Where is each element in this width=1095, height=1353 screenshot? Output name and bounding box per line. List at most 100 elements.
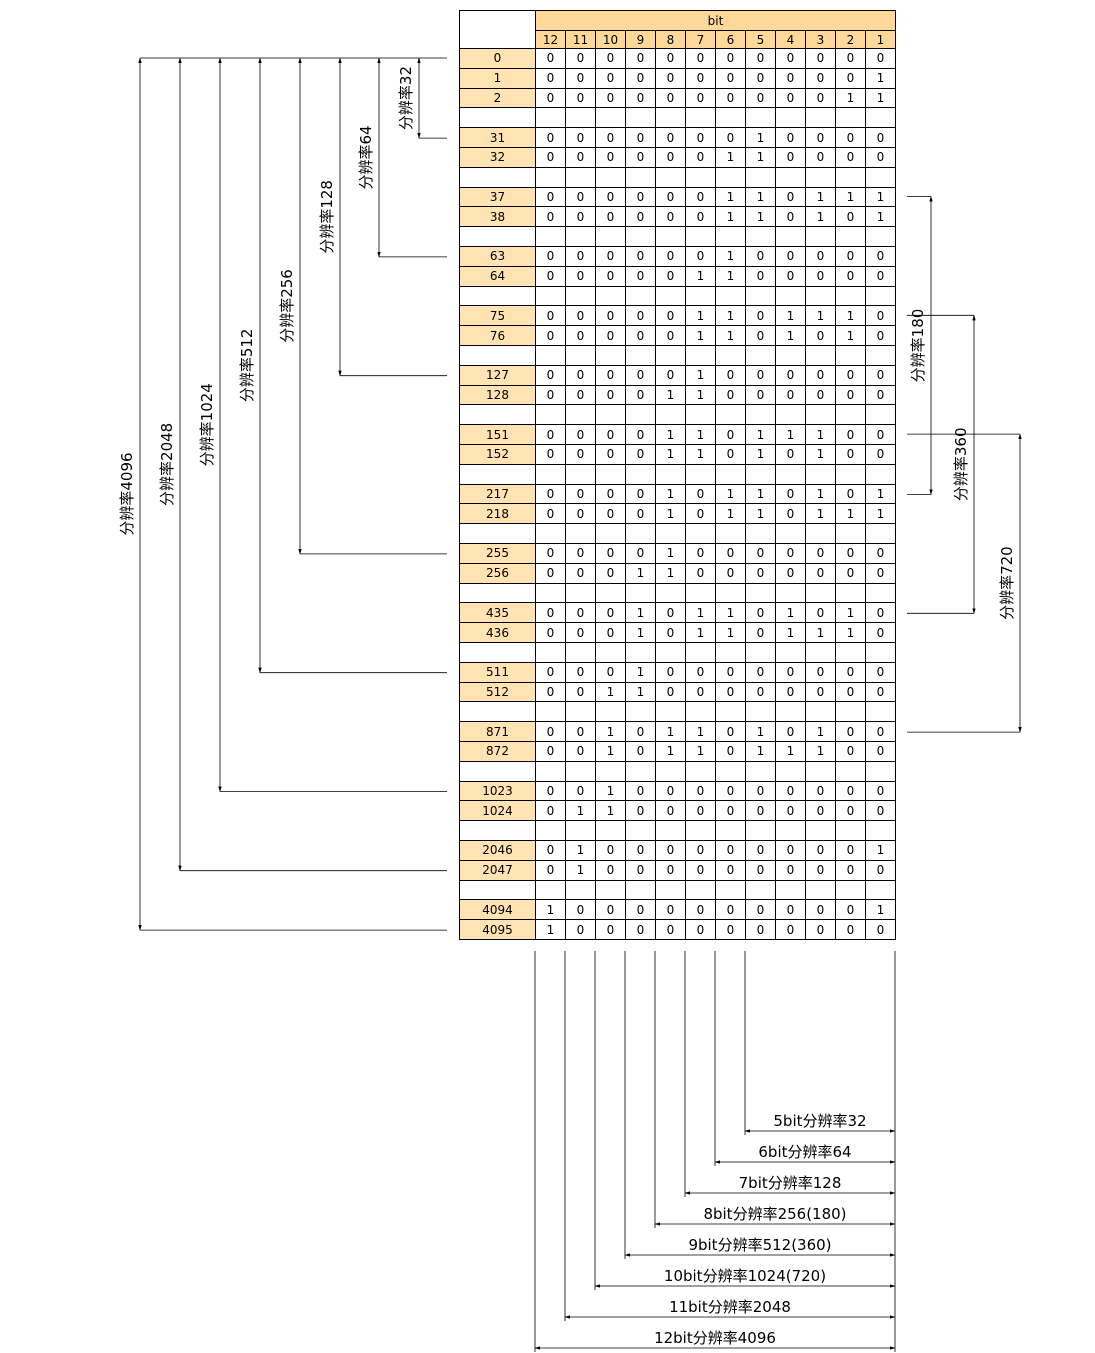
row-value: 37 — [460, 187, 536, 208]
bit-cell: 1 — [656, 504, 686, 525]
bit-cell: 1 — [536, 920, 566, 940]
bit-cell — [836, 405, 866, 426]
bit-cell: 0 — [776, 128, 806, 148]
bit-column-header: 8 — [656, 31, 686, 49]
bit-cell: 0 — [806, 326, 836, 346]
bit-cell — [836, 108, 866, 129]
bit-cell: 0 — [596, 445, 626, 465]
bit-cell: 0 — [656, 128, 686, 148]
bit-cell: 0 — [716, 49, 746, 69]
bit-cell — [776, 702, 806, 723]
bit-cell: 1 — [626, 623, 656, 643]
bit-cell: 1 — [716, 148, 746, 168]
bit-cell: 0 — [596, 920, 626, 940]
bit-cell: 0 — [536, 247, 566, 267]
bit-cell — [566, 702, 596, 723]
row-value: 4094 — [460, 900, 536, 921]
bit-cell: 1 — [716, 484, 746, 505]
bit-cell: 0 — [626, 385, 656, 406]
bit-cell: 0 — [626, 781, 656, 802]
bit-cell: 0 — [776, 841, 806, 861]
bit-header: bit — [536, 11, 896, 31]
bit-cell: 0 — [836, 682, 866, 703]
bit-cell — [626, 880, 656, 901]
left-bracket-label: 分辨率256 — [278, 269, 296, 343]
bit-cell: 0 — [626, 722, 656, 742]
bit-cell: 1 — [746, 207, 776, 228]
bit-cell: 1 — [716, 247, 746, 267]
bit-cell — [596, 643, 626, 663]
row-value: 128 — [460, 385, 536, 406]
bit-cell — [836, 167, 866, 188]
bit-cell: 1 — [716, 266, 746, 287]
bit-cell — [686, 524, 716, 544]
bit-cell: 0 — [656, 365, 686, 386]
bit-cell: 0 — [686, 920, 716, 940]
bit-cell: 0 — [626, 920, 656, 940]
bit-cell: 0 — [626, 247, 656, 267]
right-bracket-label: 分辨率360 — [952, 427, 970, 501]
bit-cell — [536, 108, 566, 129]
bit-cell: 1 — [806, 722, 836, 742]
bit-cell: 0 — [566, 148, 596, 168]
bit-cell — [866, 227, 896, 247]
bit-cell: 1 — [656, 484, 686, 505]
bit-cell — [566, 167, 596, 188]
bit-cell — [866, 761, 896, 782]
bit-cell: 0 — [536, 742, 566, 762]
bit-cell: 0 — [626, 425, 656, 445]
bit-cell: 1 — [596, 801, 626, 822]
bit-cell — [686, 405, 716, 426]
bit-cell: 0 — [836, 860, 866, 881]
bit-cell: 1 — [806, 425, 836, 445]
bit-cell — [866, 643, 896, 663]
bit-cell — [836, 346, 866, 366]
bit-cell: 0 — [686, 544, 716, 564]
bit-cell: 0 — [806, 544, 836, 564]
bit-cell: 1 — [776, 306, 806, 327]
bit-cell: 0 — [806, 128, 836, 148]
bit-cell — [806, 464, 836, 485]
bit-cell — [626, 583, 656, 604]
bit-cell — [806, 286, 836, 307]
row-value: 511 — [460, 662, 536, 683]
bit-cell: 0 — [566, 247, 596, 267]
bit-cell: 0 — [626, 326, 656, 346]
row-value: 1024 — [460, 801, 536, 822]
bit-cell: 0 — [656, 326, 686, 346]
bit-cell: 1 — [866, 484, 896, 505]
bit-cell: 0 — [656, 662, 686, 683]
bit-cell — [746, 821, 776, 841]
bit-cell: 0 — [776, 88, 806, 109]
bit-cell — [626, 167, 656, 188]
bit-cell: 0 — [836, 722, 866, 742]
bit-cell: 0 — [686, 128, 716, 148]
bit-cell: 0 — [806, 781, 836, 802]
row-value: 75 — [460, 306, 536, 327]
bit-cell: 0 — [776, 781, 806, 802]
bit-cell — [596, 108, 626, 129]
bit-cell: 0 — [596, 207, 626, 228]
bit-cell — [536, 346, 566, 366]
bit-cell: 0 — [686, 781, 716, 802]
bit-cell: 0 — [686, 504, 716, 525]
bit-cell: 0 — [746, 900, 776, 921]
bit-cell: 0 — [686, 148, 716, 168]
bit-cell: 0 — [716, 365, 746, 386]
bit-cell: 0 — [536, 187, 566, 208]
bit-cell: 0 — [686, 207, 716, 228]
bit-cell: 0 — [746, 326, 776, 346]
bottom-label: 10bit分辨率1024(720) — [664, 1267, 826, 1285]
bit-cell — [686, 880, 716, 901]
bit-cell: 0 — [596, 68, 626, 89]
bit-cell: 0 — [716, 425, 746, 445]
corner-cell — [460, 11, 536, 49]
bit-cell — [866, 880, 896, 901]
bit-cell: 0 — [716, 722, 746, 742]
bit-cell: 0 — [806, 148, 836, 168]
bit-cell: 1 — [626, 563, 656, 584]
bit-cell — [746, 464, 776, 485]
bit-cell — [866, 583, 896, 604]
row-value: 63 — [460, 247, 536, 267]
bit-cell: 0 — [776, 148, 806, 168]
